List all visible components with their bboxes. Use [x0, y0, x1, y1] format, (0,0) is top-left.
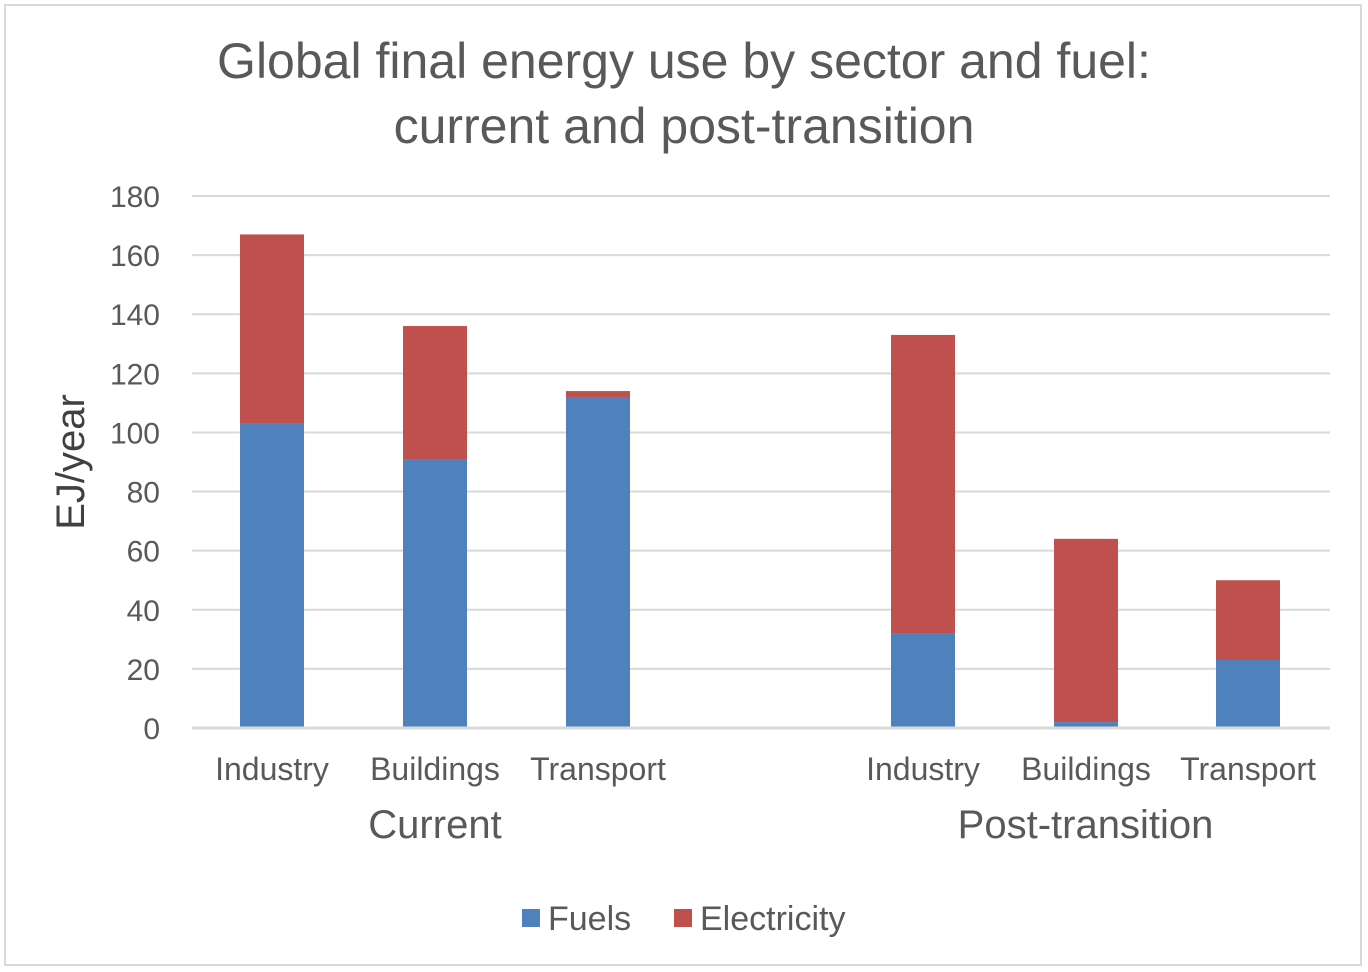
bar-electricity-3: [566, 391, 630, 397]
group-label: Current: [368, 803, 501, 847]
y-tick-label: 60: [127, 536, 160, 569]
legend: Fuels Electricity: [522, 900, 845, 938]
y-axis-ticks: 0 20 40 60 80 100 120 140 160 180: [110, 181, 160, 746]
y-tick-label: 80: [127, 477, 160, 510]
legend-label: Electricity: [700, 900, 845, 938]
bar-electricity-5: [1054, 538, 1118, 723]
y-tick-label: 40: [127, 595, 160, 628]
gridlines: [192, 195, 1330, 670]
bar-electricity-2: [403, 326, 467, 460]
y-tick-label: 180: [110, 181, 160, 214]
legend-swatch: [674, 909, 692, 927]
legend-swatch: [522, 909, 540, 927]
group-label: Post-transition: [958, 803, 1214, 847]
bar-fuels-6: [1216, 660, 1280, 728]
bar-fuels-1: [240, 423, 304, 728]
legend-label: Fuels: [548, 900, 631, 938]
category-label: Buildings: [370, 751, 500, 787]
bar-electricity-1: [240, 234, 304, 424]
chart-frame: [4, 4, 1362, 966]
bar-fuels-4: [891, 633, 955, 728]
category-label: Transport: [530, 751, 666, 787]
y-axis-label: EJ/year: [49, 394, 93, 530]
category-label: Industry: [866, 751, 980, 787]
y-tick-label: 120: [110, 358, 160, 391]
bar-fuels-5: [1054, 722, 1118, 728]
y-tick-label: 140: [110, 299, 160, 332]
bars: [240, 234, 1280, 728]
y-tick-label: 20: [127, 654, 160, 687]
y-tick-label: 0: [143, 713, 160, 746]
group-labels: Current Post-transition: [368, 803, 1213, 847]
chart-title-line-2: current and post-transition: [394, 98, 975, 154]
bar-electricity-4: [891, 334, 955, 634]
category-labels: Industry Buildings Transport Industry Buildi…: [215, 751, 1316, 787]
category-label: Buildings: [1021, 751, 1151, 787]
category-label: Industry: [215, 751, 329, 787]
y-tick-label: 160: [110, 240, 160, 273]
bar-electricity-6: [1216, 580, 1280, 661]
chart-title: Global final energy use by sector and fu…: [217, 33, 1151, 154]
y-tick-label: 100: [110, 417, 160, 450]
bar-fuels-3: [566, 396, 630, 728]
category-label: Transport: [1180, 751, 1316, 787]
chart-title-line-1: Global final energy use by sector and fu…: [217, 33, 1151, 89]
bar-fuels-2: [403, 459, 467, 728]
